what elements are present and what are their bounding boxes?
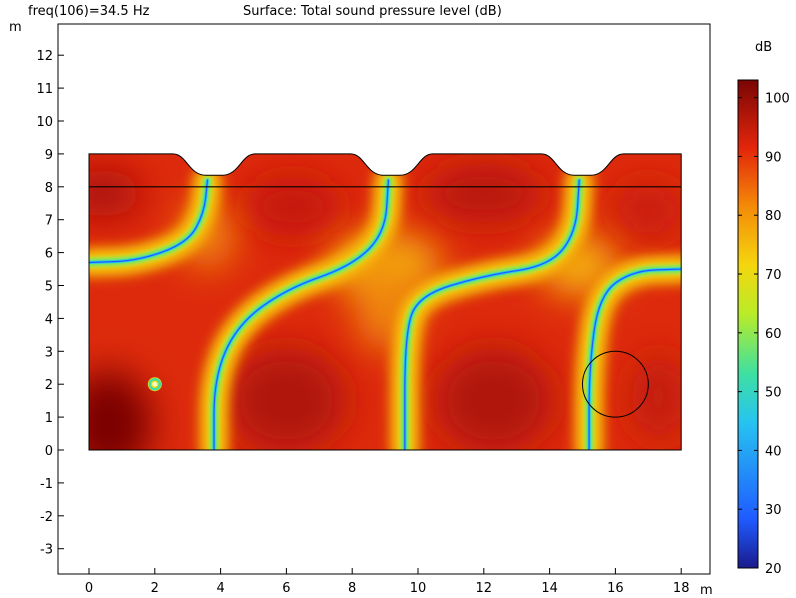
hot-spot — [243, 176, 343, 237]
nodal-line-third — [588, 268, 682, 450]
y-tick-label: 8 — [45, 181, 53, 196]
x-axis: 0 2 4 6 8 10 12 14 16 18 — [85, 568, 690, 596]
x-tick-label: 14 — [541, 581, 558, 596]
y-axis-label: m — [9, 20, 22, 35]
y-tick-label: 5 — [45, 280, 53, 295]
parameter-label: freq(106)=34.5 Hz — [28, 4, 150, 19]
colorbar-tick-label: 40 — [765, 444, 782, 459]
hot-spot — [227, 348, 346, 450]
y-tick-label: 4 — [45, 312, 53, 327]
y-tick-label: -3 — [40, 543, 53, 558]
colorbar-tick-label: 50 — [765, 386, 782, 401]
pressure-field — [89, 153, 682, 450]
nodal-line-left — [89, 179, 209, 264]
colorbar-tick-label: 20 — [765, 562, 782, 577]
hot-spot — [615, 183, 682, 237]
colorbar — [737, 79, 759, 569]
hot-spot — [424, 163, 544, 223]
circle-obstacle — [582, 350, 649, 418]
y-tick-label: 1 — [45, 411, 53, 426]
colorbar-tick-label: 90 — [765, 150, 782, 165]
y-tick-label: 0 — [45, 444, 53, 459]
y-tick-label: 6 — [45, 247, 53, 262]
colorbar-tick-label: 30 — [765, 503, 782, 518]
colorbar-tick-label: 80 — [765, 209, 782, 224]
hot-spot — [434, 348, 553, 450]
source-point — [152, 381, 158, 387]
x-tick-label: 8 — [348, 581, 356, 596]
x-axis-label: m — [700, 583, 713, 598]
hot-spot — [89, 170, 142, 217]
x-tick-label: 12 — [476, 581, 493, 596]
x-tick-label: 16 — [607, 581, 624, 596]
y-tick-label: 2 — [45, 378, 53, 393]
y-tick-label: 11 — [36, 82, 53, 97]
source-ring — [148, 377, 162, 391]
domain-outline — [88, 153, 682, 451]
field-hot-regions — [89, 163, 682, 450]
hot-spot — [631, 354, 682, 441]
colorbar-label: dB — [755, 40, 772, 55]
plot-title: Surface: Total sound pressure level (dB) — [243, 4, 502, 19]
nodal-line-first — [213, 179, 389, 450]
x-tick-label: 0 — [85, 581, 93, 596]
y-tick-label: 10 — [36, 115, 53, 130]
y-tick-label: -2 — [40, 510, 53, 525]
y-tick-label: 12 — [36, 49, 53, 64]
colorbar-ticks: 20 30 40 50 60 70 80 90 100 — [738, 92, 790, 577]
x-tick-label: 10 — [410, 581, 427, 596]
y-tick-label: -1 — [40, 477, 53, 492]
nodal-line-second — [404, 179, 580, 450]
y-tick-label: 3 — [45, 345, 53, 360]
y-tick-label: 7 — [45, 214, 53, 229]
x-tick-label: 4 — [216, 581, 224, 596]
nodal-line-layer — [89, 179, 682, 450]
x-tick-label: 6 — [282, 581, 290, 596]
y-tick-label: 9 — [45, 148, 53, 163]
colorbar-tick-label: 70 — [765, 268, 782, 283]
colorbar-tick-label: 100 — [765, 92, 790, 107]
x-tick-label: 2 — [151, 581, 159, 596]
x-tick-label: 18 — [673, 581, 690, 596]
colorbar-tick-label: 60 — [765, 327, 782, 342]
